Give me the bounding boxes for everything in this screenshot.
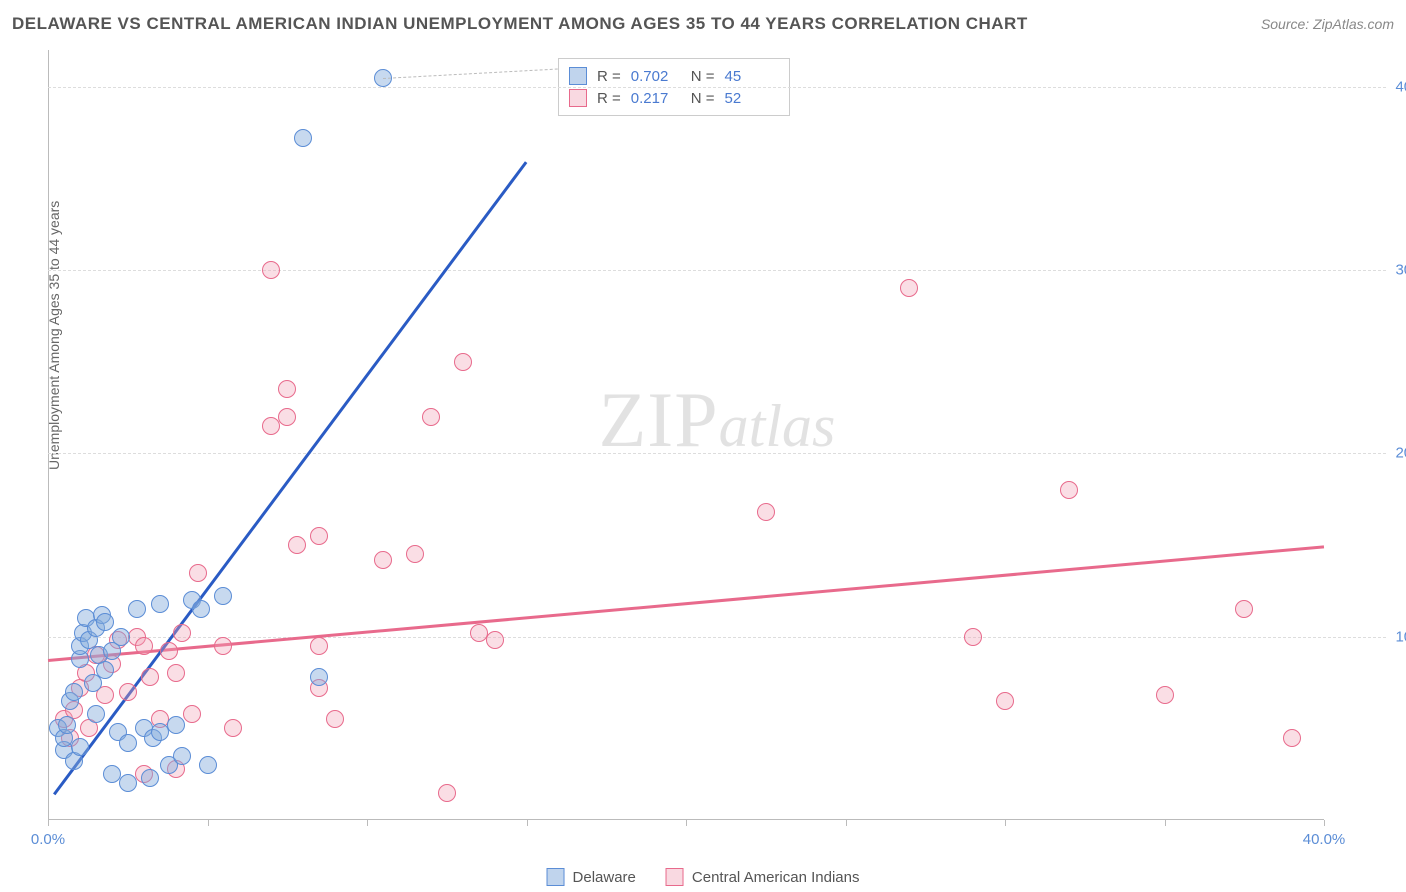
marker-blue: [65, 683, 83, 701]
marker-blue: [214, 587, 232, 605]
marker-blue: [58, 716, 76, 734]
marker-pink: [167, 664, 185, 682]
marker-blue: [192, 600, 210, 618]
y-tick-label: 40.0%: [1395, 78, 1406, 95]
marker-pink: [141, 668, 159, 686]
x-tick: [1005, 820, 1006, 826]
gridline: [48, 637, 1386, 638]
marker-pink: [183, 705, 201, 723]
gridline: [48, 87, 1386, 88]
marker-pink: [262, 261, 280, 279]
x-tick: [1165, 820, 1166, 826]
marker-pink: [278, 380, 296, 398]
marker-pink: [964, 628, 982, 646]
y-tick-label: 30.0%: [1395, 262, 1406, 279]
marker-pink: [406, 545, 424, 563]
y-tick-label: 20.0%: [1395, 445, 1406, 462]
n-label: N =: [691, 90, 715, 107]
swatch-pink: [569, 89, 587, 107]
marker-pink: [486, 631, 504, 649]
x-tick-label: 40.0%: [1303, 831, 1346, 848]
chart-title: DELAWARE VS CENTRAL AMERICAN INDIAN UNEM…: [12, 14, 1028, 34]
marker-pink: [757, 503, 775, 521]
marker-blue: [199, 756, 217, 774]
marker-blue: [71, 738, 89, 756]
marker-blue: [119, 774, 137, 792]
legend-label: Delaware: [573, 869, 636, 886]
marker-blue: [173, 747, 191, 765]
y-axis-line: [48, 50, 49, 820]
trend-line-pink: [48, 545, 1324, 661]
marker-blue: [128, 600, 146, 618]
x-tick: [846, 820, 847, 826]
marker-blue: [96, 661, 114, 679]
r-label: R =: [597, 68, 621, 85]
marker-pink: [454, 353, 472, 371]
marker-pink: [119, 683, 137, 701]
marker-pink: [900, 279, 918, 297]
x-tick: [48, 820, 49, 826]
marker-pink: [214, 637, 232, 655]
gridline: [48, 453, 1386, 454]
marker-pink: [1283, 729, 1301, 747]
swatch-blue: [569, 67, 587, 85]
marker-blue: [87, 705, 105, 723]
marker-pink: [278, 408, 296, 426]
marker-pink: [1060, 481, 1078, 499]
marker-pink: [1235, 600, 1253, 618]
chart-source: Source: ZipAtlas.com: [1261, 16, 1394, 32]
marker-pink: [288, 536, 306, 554]
marker-pink: [96, 686, 114, 704]
marker-pink: [374, 551, 392, 569]
x-tick: [1324, 820, 1325, 826]
marker-pink: [189, 564, 207, 582]
marker-pink: [135, 637, 153, 655]
legend-item: Delaware: [547, 868, 636, 886]
legend-label: Central American Indians: [692, 869, 860, 886]
marker-pink: [173, 624, 191, 642]
watermark: ZIPatlas: [599, 375, 836, 465]
marker-blue: [96, 613, 114, 631]
marker-pink: [160, 642, 178, 660]
r-value: 0.217: [631, 90, 681, 107]
swatch-pink: [666, 868, 684, 886]
marker-pink: [310, 637, 328, 655]
n-label: N =: [691, 68, 715, 85]
y-tick-label: 10.0%: [1395, 628, 1406, 645]
legend-item: Central American Indians: [666, 868, 860, 886]
chart-area: Unemployment Among Ages 35 to 44 years Z…: [48, 50, 1386, 820]
marker-pink: [1156, 686, 1174, 704]
marker-pink: [224, 719, 242, 737]
marker-blue: [310, 668, 328, 686]
marker-pink: [438, 784, 456, 802]
x-tick: [367, 820, 368, 826]
marker-pink: [996, 692, 1014, 710]
stats-row: R = 0.217 N = 52: [569, 87, 775, 109]
marker-blue: [167, 716, 185, 734]
plot-region: ZIPatlas R =0.702N =45R =0.217N =52 10.0…: [48, 50, 1386, 820]
marker-blue: [119, 734, 137, 752]
marker-pink: [422, 408, 440, 426]
callout-line: [383, 68, 558, 78]
swatch-blue: [547, 868, 565, 886]
n-value: 52: [725, 90, 775, 107]
marker-pink: [310, 527, 328, 545]
n-value: 45: [725, 68, 775, 85]
marker-blue: [151, 595, 169, 613]
r-value: 0.702: [631, 68, 681, 85]
marker-blue: [112, 628, 130, 646]
x-tick: [208, 820, 209, 826]
x-tick-label: 0.0%: [31, 831, 65, 848]
marker-blue: [294, 129, 312, 147]
stats-row: R = 0.702 N = 45: [569, 65, 775, 87]
marker-pink: [262, 417, 280, 435]
x-tick: [527, 820, 528, 826]
marker-pink: [326, 710, 344, 728]
chart-header: DELAWARE VS CENTRAL AMERICAN INDIAN UNEM…: [12, 14, 1394, 34]
gridline: [48, 270, 1386, 271]
marker-blue: [141, 769, 159, 787]
r-label: R =: [597, 90, 621, 107]
x-tick: [686, 820, 687, 826]
bottom-legend: Delaware Central American Indians: [547, 868, 860, 886]
